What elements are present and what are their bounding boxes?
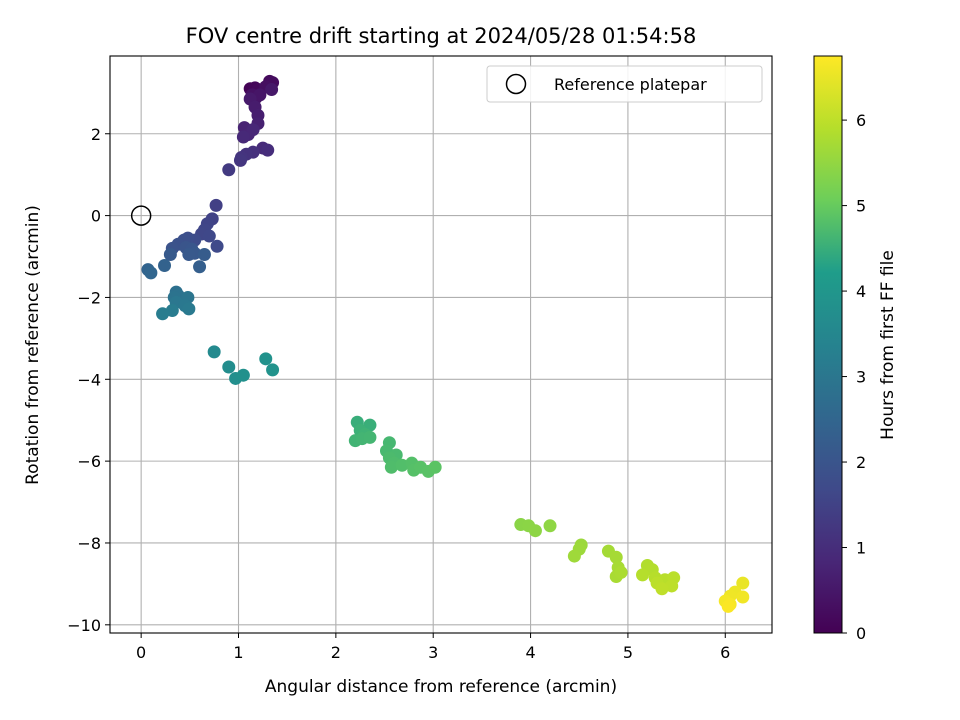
x-tick-label: 6	[720, 643, 730, 662]
colorbar-gradient	[813, 55, 843, 634]
data-point	[246, 123, 260, 137]
x-axis-title: Angular distance from reference (arcmin)	[265, 677, 617, 697]
x-tick-label: 1	[233, 643, 243, 662]
data-point	[182, 247, 196, 261]
data-point	[182, 302, 196, 316]
y-tick-label: 2	[91, 125, 101, 144]
reference-marker	[130, 205, 152, 226]
chart-title: FOV centre drift starting at 2024/05/28 …	[186, 24, 697, 48]
colorbar-ticks: 0 1 2 3 4 5 6	[842, 111, 866, 643]
y-tick-label: −6	[77, 452, 101, 471]
legend-box	[486, 65, 763, 103]
colorbar-tick-label: 1	[856, 539, 866, 558]
data-point	[721, 599, 735, 613]
data-point	[163, 247, 177, 261]
data-point	[207, 345, 221, 359]
data-point	[144, 266, 158, 280]
x-tick-label: 0	[136, 643, 146, 662]
legend-label: Reference platepar	[554, 75, 707, 94]
grid-lines	[110, 56, 772, 633]
data-point	[395, 458, 409, 472]
colorbar-tick-label: 2	[856, 453, 866, 472]
data-point	[193, 260, 207, 274]
y-axis-title: Rotation from reference (arcmin)	[23, 205, 43, 485]
data-point	[202, 229, 216, 243]
data-point	[158, 259, 172, 273]
colorbar-tick-label: 6	[856, 111, 866, 130]
data-point	[736, 576, 750, 590]
data-point	[253, 88, 267, 102]
colorbar-tick-label: 5	[856, 197, 866, 216]
data-point	[528, 524, 542, 538]
data-point	[363, 430, 377, 444]
data-point	[222, 360, 236, 374]
colorbar-tick-label: 0	[856, 624, 866, 643]
data-point	[266, 363, 280, 377]
data-points	[141, 74, 750, 613]
data-point	[222, 163, 236, 177]
x-tick-label: 3	[428, 643, 438, 662]
x-axis-ticks: 0 1 2 3 4 5 6	[136, 633, 730, 662]
x-tick-label: 2	[331, 643, 341, 662]
x-tick-label: 5	[623, 643, 633, 662]
data-point	[236, 130, 250, 144]
data-point	[384, 460, 398, 474]
data-point	[233, 153, 247, 167]
colorbar-tick-label: 4	[856, 282, 866, 301]
data-point	[210, 239, 224, 253]
y-tick-label: −8	[77, 534, 101, 553]
data-point	[614, 565, 628, 579]
colorbar-title: Hours from first FF file	[878, 250, 898, 440]
x-tick-label: 4	[525, 643, 535, 662]
plot-frame	[109, 55, 773, 634]
reference-marker-group	[130, 205, 152, 226]
data-point	[636, 568, 650, 582]
data-point	[197, 247, 211, 261]
data-point	[265, 83, 279, 97]
data-point	[156, 307, 170, 321]
y-tick-label: −4	[77, 370, 101, 389]
colorbar: 0 1 2 3 4 5 6 Hours from first FF file	[813, 55, 898, 643]
legend: Reference platepar	[486, 65, 763, 103]
y-axis-ticks: −10 −8 −6 −4 −2 0 2	[67, 125, 110, 635]
legend-marker	[505, 73, 527, 95]
data-point	[261, 143, 275, 157]
colorbar-tick-label: 3	[856, 368, 866, 387]
data-point	[567, 549, 581, 563]
data-point	[209, 198, 223, 212]
data-point	[428, 460, 442, 474]
data-point	[655, 582, 669, 596]
data-point	[236, 368, 250, 382]
data-point	[259, 352, 273, 366]
data-point	[543, 519, 557, 533]
data-point	[736, 590, 750, 604]
data-point	[609, 550, 623, 564]
y-tick-label: −10	[67, 616, 101, 635]
y-tick-label: 0	[91, 207, 101, 226]
y-tick-label: −2	[77, 288, 101, 307]
